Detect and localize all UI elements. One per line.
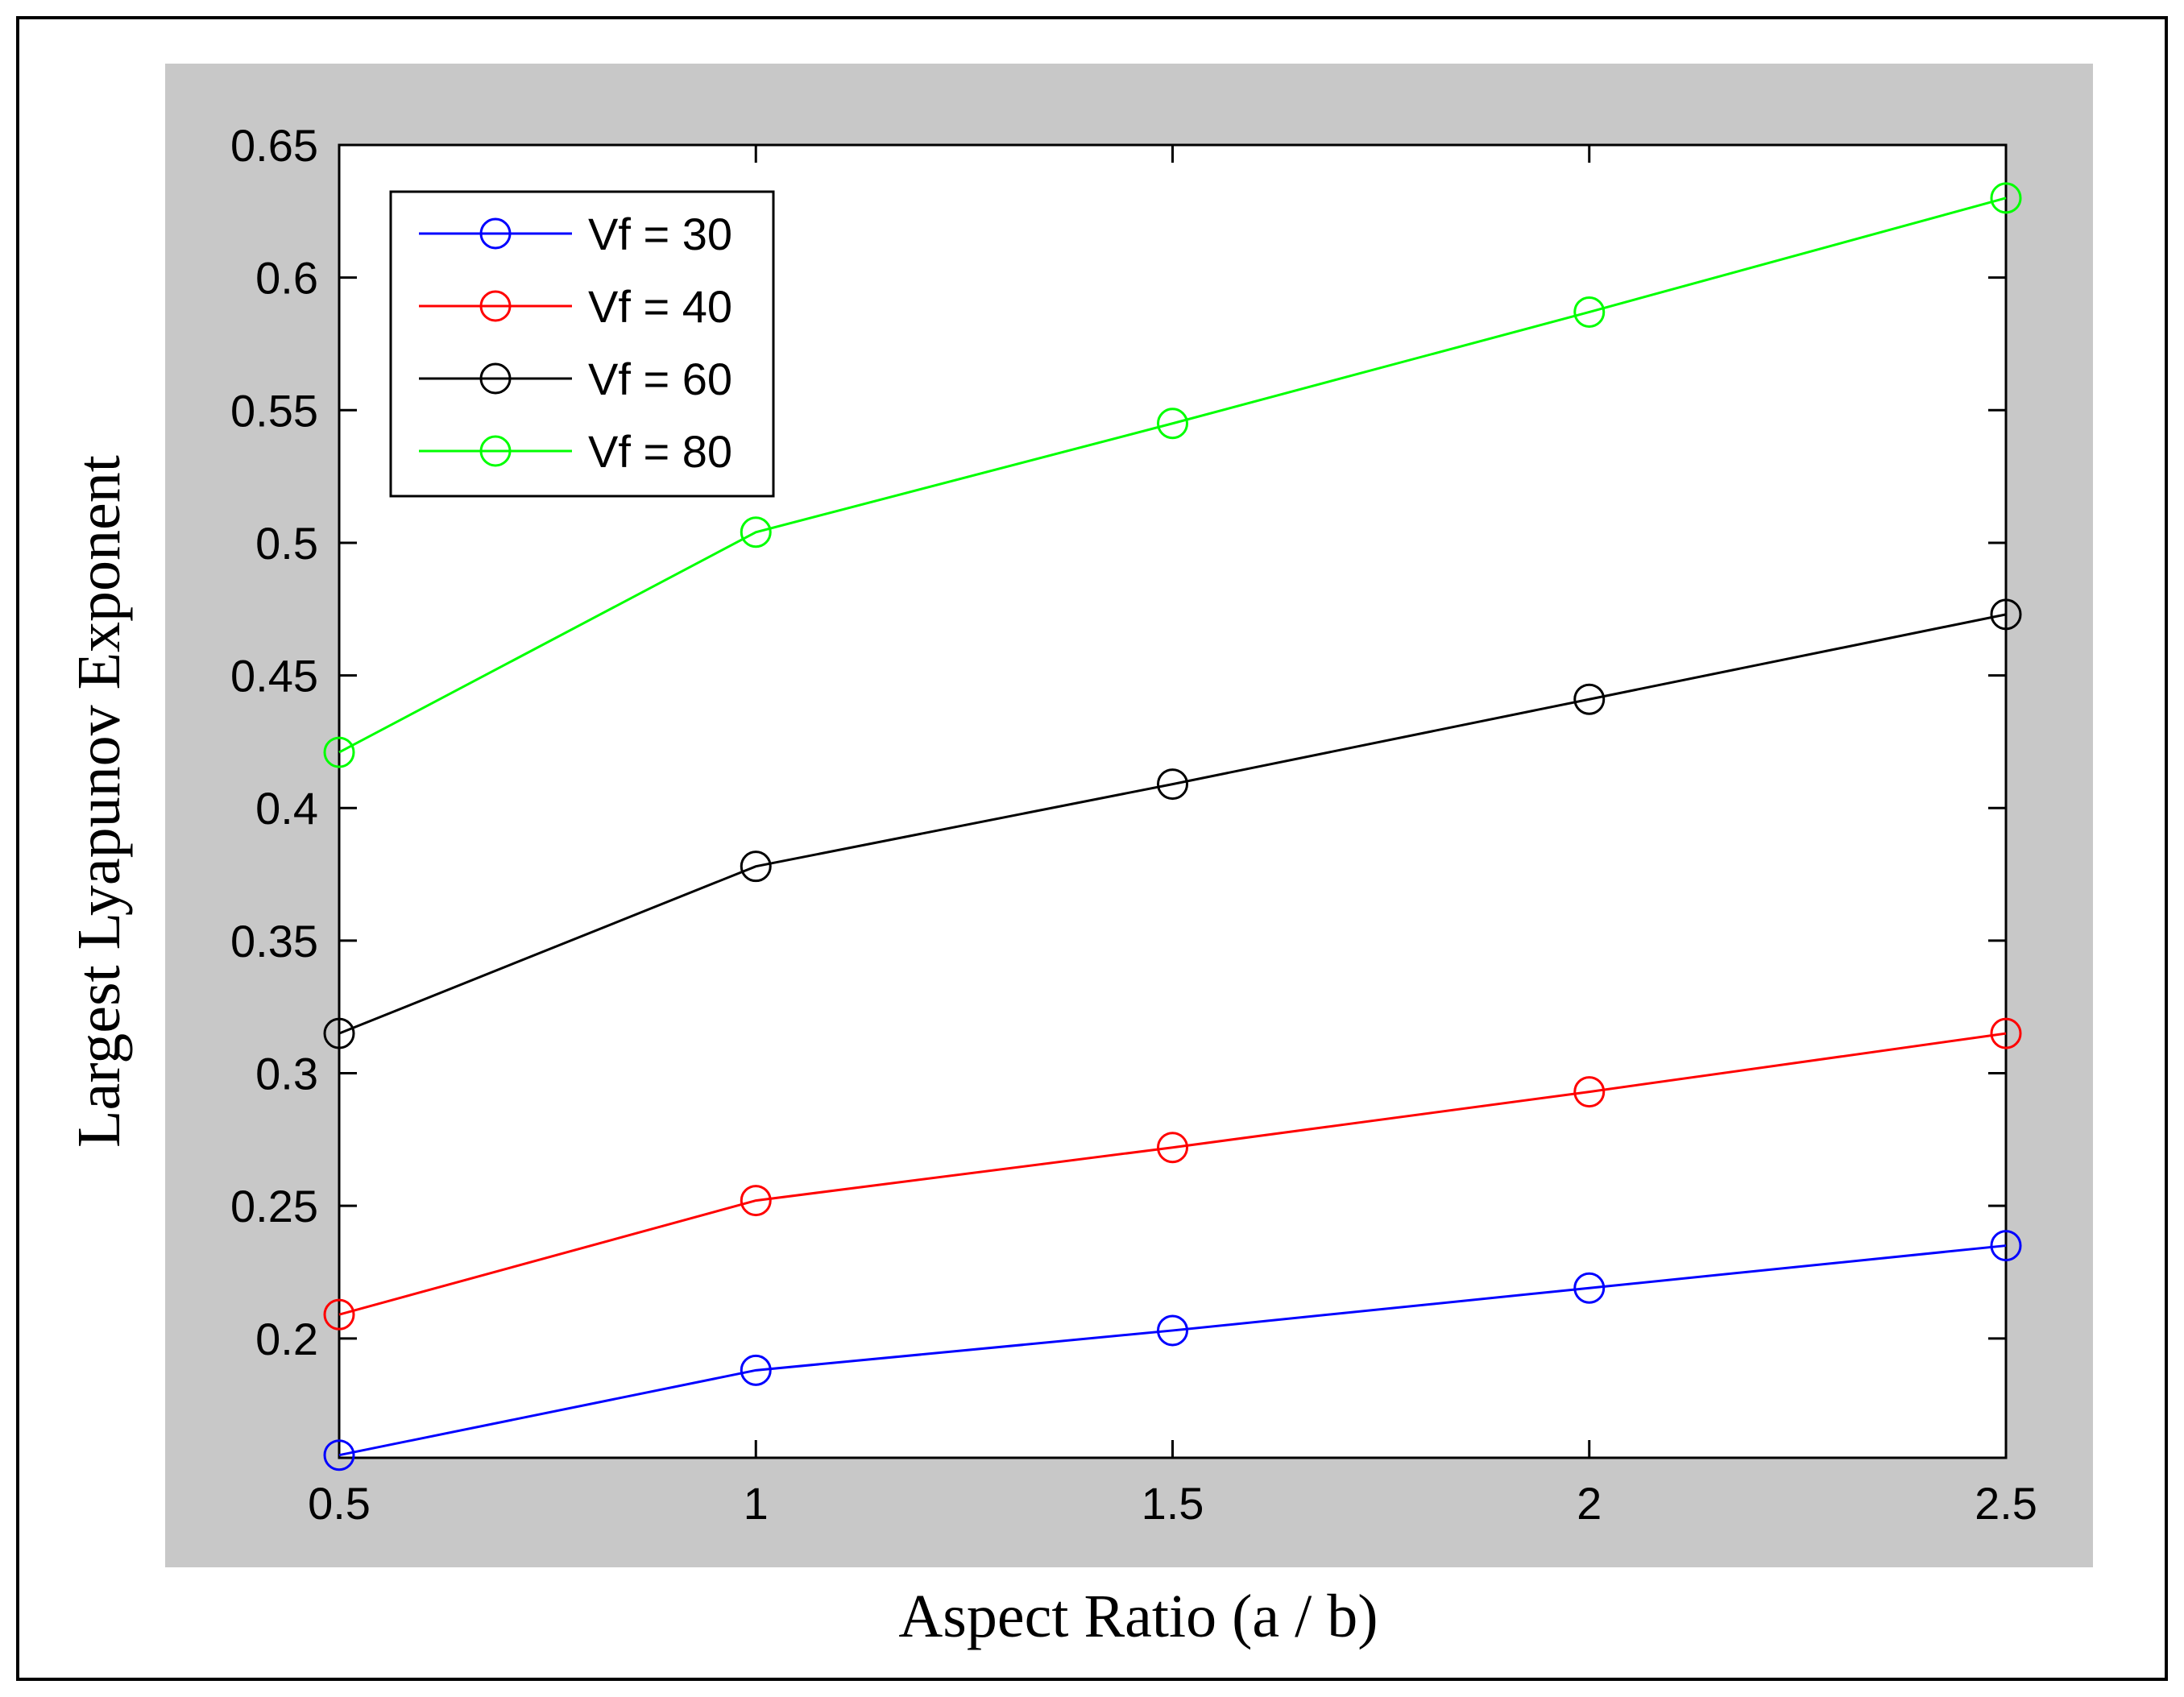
data-point [1573,296,1606,328]
legend-label: Vf = 30 [588,209,732,259]
y-tick-label: 0.65 [230,120,318,171]
x-tick-label: 0.5 [308,1478,371,1529]
series-layer [323,182,2022,1471]
data-point [740,1354,772,1386]
data-point [1990,182,2022,214]
series-line-vf-30 [338,1244,2007,1457]
legend-entry-vf-30: Vf = 30 [419,209,732,259]
legend-entry-vf-40: Vf = 40 [419,281,732,332]
legend-label: Vf = 40 [588,281,732,332]
y-tick-label: 0.6 [255,253,318,304]
data-point [1573,683,1606,715]
data-point [740,1185,772,1217]
data-point [1990,1017,2022,1049]
data-point [323,1439,355,1471]
data-point [323,736,355,768]
y-tick-label: 0.35 [230,916,318,966]
legend-marker [479,435,512,467]
x-axis-title: Aspect Ratio (a / b) [898,1583,1378,1650]
y-axis-ticks: 0.2 0.25 0.3 0.35 0.4 0.45 0.5 0.55 0.6 0.65 [230,120,2006,1364]
legend-entry-vf-80: Vf = 80 [419,426,732,477]
data-point [323,1017,355,1049]
legend-label: Vf = 60 [588,354,732,404]
y-axis-title: Largest Lyapunov Exponent [65,455,133,1148]
legend-entry-vf-60: Vf = 60 [419,354,732,404]
y-tick-label: 0.5 [255,518,318,569]
data-point [1573,1076,1606,1108]
y-tick-label: 0.25 [230,1181,318,1231]
x-tick-label: 1 [744,1478,769,1529]
data-point [1573,1272,1606,1304]
series-vf-30 [323,1230,2022,1471]
series-vf-40 [323,1017,2022,1331]
y-tick-label: 0.2 [255,1314,318,1364]
data-point [1157,408,1188,440]
data-point [1990,598,2022,631]
data-point [1157,1132,1188,1164]
legend-marker [479,362,512,395]
series-vf-60 [323,598,2022,1049]
legend: Vf = 30 Vf = 40 Vf = 60 Vf = 80 [389,190,775,498]
data-point [740,516,772,548]
x-tick-label: 2.5 [1975,1478,2037,1529]
x-tick-label: 1.5 [1142,1478,1204,1529]
x-tick-label: 2 [1577,1478,1602,1529]
legend-box [389,190,775,498]
data-point [1157,768,1188,801]
legend-marker [479,217,512,250]
data-point [1990,1230,2022,1262]
series-vf-80 [323,182,2022,768]
data-point [740,851,772,883]
y-tick-label: 0.4 [255,783,318,834]
y-tick-label: 0.55 [230,385,318,436]
series-line-vf-60 [338,613,2007,1035]
legend-marker [479,290,512,322]
legend-label: Vf = 80 [588,426,732,477]
x-axis-ticks: 0.5 1 1.5 2 2.5 [308,145,2037,1529]
y-tick-label: 0.45 [230,651,318,702]
series-line-vf-80 [338,197,2007,754]
series-line-vf-40 [338,1032,2007,1316]
data-point [323,1298,355,1331]
data-point [1157,1314,1188,1347]
y-tick-label: 0.3 [255,1049,318,1099]
